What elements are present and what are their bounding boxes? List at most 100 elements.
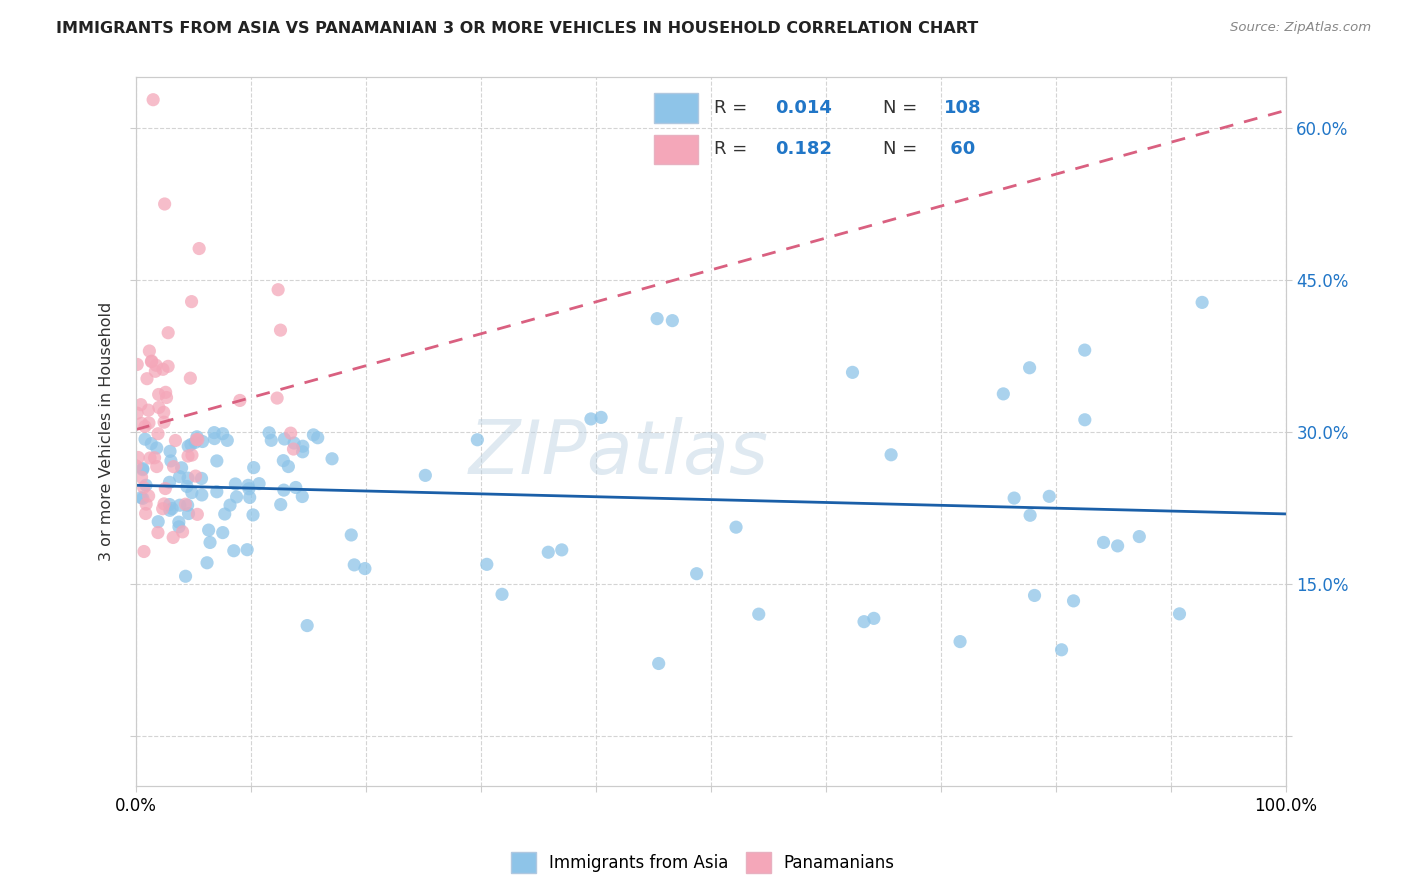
Point [190, 471, 212, 485]
Point [205, 484, 228, 499]
Point [211, 426, 233, 441]
Point [132, 544, 155, 558]
Point [176, 498, 198, 512]
Point [146, 426, 169, 441]
Point [132, 481, 155, 495]
Point [138, 344, 160, 359]
Point [134, 432, 156, 446]
Point [1073, 343, 1095, 357]
Point [1063, 594, 1085, 608]
Text: IMMIGRANTS FROM ASIA VS PANAMANIAN 3 OR MORE VEHICLES IN HOUSEHOLD CORRELATION C: IMMIGRANTS FROM ASIA VS PANAMANIAN 3 OR … [56, 21, 979, 36]
Point [1024, 589, 1046, 603]
Point [291, 445, 314, 459]
Point [343, 558, 366, 572]
Point [260, 434, 283, 448]
Point [132, 463, 155, 477]
Point [257, 425, 280, 440]
Point [180, 294, 202, 309]
Point [179, 371, 201, 385]
Point [148, 515, 170, 529]
Point [181, 448, 204, 462]
Point [267, 283, 290, 297]
Point [307, 431, 329, 445]
Point [475, 558, 498, 572]
Point [188, 242, 211, 256]
Point [841, 365, 863, 379]
Point [269, 323, 291, 337]
Point [125, 458, 148, 473]
Point [139, 450, 162, 465]
Point [280, 426, 302, 441]
Point [148, 387, 170, 401]
Point [141, 354, 163, 368]
Point [157, 359, 180, 374]
Point [138, 403, 160, 417]
Point [169, 469, 191, 483]
Point [238, 482, 260, 496]
Point [283, 436, 305, 450]
Point [141, 354, 163, 368]
Point [537, 545, 560, 559]
Point [162, 531, 184, 545]
Point [880, 448, 903, 462]
Point [132, 491, 155, 506]
Point [415, 468, 437, 483]
Legend: Immigrants from Asia, Panamanians: Immigrants from Asia, Panamanians [505, 846, 901, 880]
Point [273, 432, 295, 446]
Point [222, 543, 245, 558]
Point [302, 428, 325, 442]
Point [219, 498, 242, 512]
Point [127, 450, 149, 465]
Point [152, 501, 174, 516]
Point [1050, 642, 1073, 657]
Y-axis label: 3 or more Vehicles in Household: 3 or more Vehicles in Household [100, 302, 114, 561]
Point [131, 417, 153, 431]
Point [748, 607, 770, 622]
Point [148, 401, 170, 415]
Point [1038, 489, 1060, 503]
Point [129, 491, 152, 505]
Point [135, 497, 157, 511]
Point [283, 442, 305, 456]
Point [591, 410, 613, 425]
Point [204, 432, 226, 446]
Point [1168, 607, 1191, 621]
Point [1128, 530, 1150, 544]
Point [579, 412, 602, 426]
Point [155, 482, 177, 496]
Point [993, 387, 1015, 401]
Point [127, 358, 149, 372]
Point [155, 391, 177, 405]
Point [187, 433, 209, 447]
Point [145, 441, 167, 455]
Point [291, 439, 314, 453]
Point [863, 611, 886, 625]
Point [1018, 360, 1040, 375]
Point [645, 311, 668, 326]
Point [1107, 539, 1129, 553]
Point [180, 437, 202, 451]
Point [170, 460, 193, 475]
Point [266, 391, 288, 405]
Point [202, 425, 225, 440]
Point [135, 478, 157, 492]
Point [160, 501, 183, 516]
Point [236, 542, 259, 557]
Point [211, 525, 233, 540]
Point [467, 433, 489, 447]
Point [159, 475, 181, 490]
Point [160, 454, 183, 468]
Point [295, 618, 318, 632]
Point [217, 434, 239, 448]
Point [153, 415, 176, 429]
Point [177, 471, 200, 485]
Point [167, 520, 190, 534]
Point [141, 436, 163, 450]
Point [155, 385, 177, 400]
Point [177, 507, 200, 521]
Point [1002, 491, 1025, 505]
Point [242, 508, 264, 522]
Point [142, 93, 165, 107]
Point [143, 364, 166, 378]
Point [661, 313, 683, 327]
